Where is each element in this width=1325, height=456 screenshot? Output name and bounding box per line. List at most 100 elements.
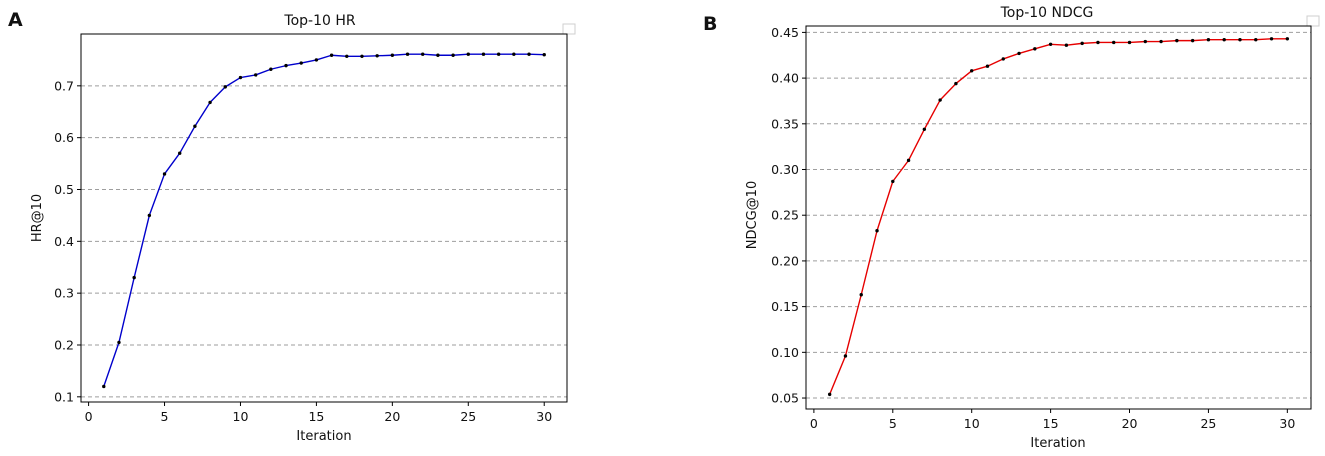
panel-b-x-tick-label: 20 xyxy=(1122,416,1138,431)
panel-b-data-point xyxy=(843,354,848,358)
panel-a-x-tick-label: 5 xyxy=(161,409,169,424)
panel-b-data-point xyxy=(1080,41,1084,46)
panel-a-y-tick-label: 0.1 xyxy=(54,389,74,404)
panel-a-data-point xyxy=(466,52,470,56)
panel-b-x-tick-label: 10 xyxy=(964,416,980,431)
panel-a-data-point xyxy=(223,85,227,89)
panel-b-y-tick-label: 0.35 xyxy=(771,116,799,131)
panel-a-hr-chart: A Top-10 HR 0.1 0.2 0.3 0.4 0.5 0.6 0.7 0 5 10 15… xyxy=(8,9,576,444)
panel-b-data-point xyxy=(1064,43,1069,47)
panel-a-data-point xyxy=(329,53,334,57)
panel-b-gridlines xyxy=(806,31,1311,399)
panel-b-data-point xyxy=(985,64,990,68)
panel-b-data-point xyxy=(859,293,863,297)
panel-a-x-tick-label: 10 xyxy=(233,409,249,424)
panel-b-x-axis-label: Iteration xyxy=(1030,436,1085,451)
panel-b-data-point xyxy=(938,98,942,102)
panel-b-y-ticks: 0.05 0.10 0.15 0.20 0.25 0.30 0.35 0.40 0.45 xyxy=(771,25,806,406)
panel-a-data-point xyxy=(208,100,212,105)
panel-a-y-tick-label: 0.2 xyxy=(54,337,74,352)
panel-b-data-point xyxy=(1143,39,1148,44)
panel-b-data-point xyxy=(1206,38,1211,42)
panel-b-x-tick-label: 0 xyxy=(810,416,818,431)
panel-b-y-tick-label: 0.25 xyxy=(771,208,799,223)
panel-b-data-point xyxy=(1285,37,1290,41)
panel-b-data-point xyxy=(1112,40,1116,45)
panel-b-empty-legend xyxy=(1306,15,1320,27)
panel-a-y-axis-label: HR@10 xyxy=(30,194,45,242)
panel-a-x-tick-label: 15 xyxy=(308,409,324,424)
panel-a-data-point xyxy=(390,53,395,57)
panel-b-series xyxy=(827,37,1290,397)
panel-a-data-point xyxy=(512,52,516,56)
panel-a-data-point xyxy=(436,53,440,57)
panel-b-data-point xyxy=(1096,40,1100,45)
panel-b-ndcg-chart: B Top-10 NDCG 0.050.100.150.200.250.300.… xyxy=(703,5,1320,451)
panel-a-data-point xyxy=(147,213,152,218)
panel-b-y-axis-label: NDCG@10 xyxy=(745,181,760,249)
panel-a-data-point xyxy=(496,52,501,56)
panel-a-data-point xyxy=(299,61,303,65)
panel-b-data-point xyxy=(1269,37,1274,41)
panel-b-y-tick-label: 0.10 xyxy=(771,345,799,360)
panel-a-data-point xyxy=(193,124,197,128)
panel-b-data-point xyxy=(1033,47,1037,51)
panel-b-data-point xyxy=(970,69,974,73)
panel-a-letter: A xyxy=(8,9,23,31)
panel-a-y-tick-label: 0.5 xyxy=(54,182,74,197)
panel-a-data-point xyxy=(542,53,546,57)
panel-b-data-point xyxy=(1159,39,1163,44)
panel-a-data-point xyxy=(375,54,379,58)
panel-a-y-tick-label: 0.7 xyxy=(54,78,74,93)
panel-b-data-point xyxy=(875,229,879,233)
panel-b-letter: B xyxy=(703,13,717,35)
panel-a-gridlines xyxy=(81,85,567,398)
panel-b-data-point xyxy=(1175,38,1179,43)
panel-a-x-tick-label: 20 xyxy=(384,409,400,424)
panel-a-plot-frame xyxy=(80,33,568,403)
panel-a-data-point xyxy=(102,384,106,389)
panel-a-title: Top-10 HR xyxy=(283,13,355,29)
panel-a-data-point xyxy=(314,58,319,62)
panel-b-x-tick-label: 25 xyxy=(1200,416,1216,431)
panel-a-data-point xyxy=(178,151,182,155)
panel-a-data-point xyxy=(451,53,455,57)
panel-a-data-point xyxy=(238,75,243,80)
panel-b-y-tick-label: 0.45 xyxy=(771,25,799,40)
panel-b-x-ticks: 0 5 10 15 20 25 30 xyxy=(810,409,1295,431)
panel-b-x-tick-label: 15 xyxy=(1043,416,1059,431)
panel-b-data-point xyxy=(1238,38,1242,42)
panel-b-data-point xyxy=(1190,38,1195,43)
panel-a-y-ticks: 0.1 0.2 0.3 0.4 0.5 0.6 0.7 xyxy=(54,78,81,404)
panel-a-data-point xyxy=(405,52,410,56)
panel-a-empty-legend xyxy=(562,23,576,35)
panel-a-y-tick-label: 0.3 xyxy=(54,286,74,301)
panel-b-y-tick-label: 0.05 xyxy=(771,391,799,406)
panel-a-data-point xyxy=(284,63,288,68)
panel-b-x-tick-label: 30 xyxy=(1279,416,1295,431)
panel-a-y-tick-label: 0.4 xyxy=(54,234,74,249)
panel-a-series-line xyxy=(103,53,545,387)
panel-b-title: Top-10 NDCG xyxy=(1000,5,1094,21)
panel-b-data-point xyxy=(1254,38,1258,42)
panel-b-y-tick-label: 0.20 xyxy=(771,253,799,268)
panel-b-data-point xyxy=(1048,42,1053,46)
panel-b-data-point xyxy=(827,392,832,397)
panel-a-x-ticks: 0 5 10 15 20 25 30 xyxy=(85,402,552,424)
panel-a-data-point xyxy=(345,54,349,58)
panel-a-data-point xyxy=(360,54,364,58)
panel-b-plot-frame xyxy=(805,25,1312,410)
panel-b-series-line xyxy=(829,38,1288,395)
panel-a-data-point xyxy=(481,52,486,56)
panel-a-data-point xyxy=(162,172,167,176)
panel-a-data-point xyxy=(132,275,136,280)
panel-b-data-point xyxy=(954,81,958,86)
panel-a-x-tick-label: 0 xyxy=(85,409,93,424)
panel-a-data-point xyxy=(421,52,425,56)
panel-b-data-point xyxy=(1127,40,1132,45)
panel-a-y-tick-label: 0.6 xyxy=(54,130,74,145)
panel-b-data-point xyxy=(891,179,895,184)
panel-b-data-point xyxy=(906,158,911,163)
panel-b-data-point xyxy=(922,127,927,131)
